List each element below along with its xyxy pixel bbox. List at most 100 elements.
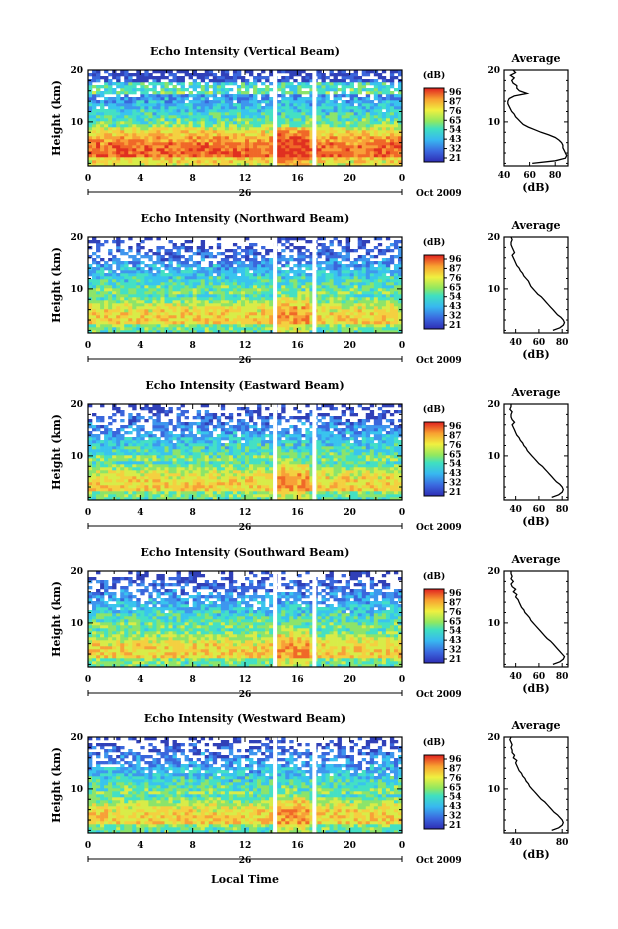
heatmap-cell [341, 109, 346, 113]
heatmap-cell [208, 494, 214, 498]
heatmap-cell [393, 115, 399, 119]
heatmap-cell [148, 488, 153, 492]
heatmap-cell [285, 273, 290, 277]
heatmap-cell [325, 246, 330, 250]
heatmap-cell [92, 76, 97, 80]
heatmap-cell [361, 315, 367, 319]
heatmap-cell [361, 148, 367, 152]
heatmap-cell [357, 112, 363, 116]
heatmap-cell [116, 142, 121, 146]
heatmap-cell [285, 109, 290, 113]
heatmap-field [88, 404, 403, 501]
heatmap-cell [281, 303, 286, 307]
heatmap-cell [285, 106, 290, 110]
heatmap-cell [168, 88, 173, 92]
heatmap-cell [176, 94, 181, 98]
heatmap-cell [160, 497, 165, 501]
heatmap-cell [285, 82, 290, 86]
heatmap-cell [128, 246, 133, 250]
heatmap-cell [136, 103, 141, 107]
heatmap-cell [148, 139, 153, 143]
heatmap-cell [132, 133, 137, 137]
heatmap-cell [265, 309, 270, 313]
heatmap-cell [116, 294, 121, 298]
heatmap-cell [321, 291, 326, 295]
heatmap-cell [301, 118, 306, 122]
heatmap-cell [128, 300, 133, 304]
heatmap-cell [200, 115, 206, 119]
heatmap-cell [96, 276, 101, 280]
heatmap-cell [184, 133, 189, 137]
heatmap-cell [289, 318, 294, 322]
heatmap-cell [245, 97, 250, 101]
heatmap-cell [325, 82, 330, 86]
heatmap-cell [200, 88, 206, 92]
heatmap-cell [321, 109, 326, 113]
heatmap-cell [385, 294, 391, 298]
heatmap-cell [160, 488, 165, 492]
heatmap-cell [152, 94, 157, 98]
heatmap-cell [281, 258, 286, 262]
heatmap-cell [357, 282, 363, 286]
heatmap-cell [309, 148, 314, 152]
heatmap-cell [285, 115, 290, 119]
heatmap-cell [289, 154, 294, 158]
heatmap-cell [168, 142, 173, 146]
heatmap-cell [345, 94, 350, 98]
heatmap-cell [140, 91, 145, 95]
heatmap-cell [216, 127, 222, 131]
heatmap-cell [293, 276, 298, 280]
heatmap-cell [228, 291, 234, 295]
heatmap-cell [232, 276, 238, 280]
heatmap-cell [112, 258, 117, 262]
heatmap-cell [184, 240, 189, 244]
heatmap-cell [112, 282, 117, 286]
heatmap-cell [240, 282, 246, 286]
heatmap-cell [397, 297, 403, 301]
heatmap-cell [156, 246, 161, 250]
heatmap-cell [385, 85, 391, 89]
heatmap-cell [132, 330, 137, 334]
heatmap-cell [293, 327, 298, 331]
heatmap-cell [212, 88, 218, 92]
heatmap-cell [128, 297, 133, 301]
heatmap-cell [176, 491, 181, 495]
heatmap-cell [224, 258, 230, 262]
heatmap-cell [317, 297, 322, 301]
heatmap-cell [100, 163, 105, 167]
heatmap-cell [196, 297, 202, 301]
heatmap-cell [373, 136, 379, 140]
heatmap-cell [301, 106, 306, 110]
heatmap-cell [192, 485, 197, 489]
heatmap-cell [377, 494, 383, 498]
heatmap-cell [377, 103, 383, 107]
heatmap-cell [180, 306, 185, 310]
heatmap-cell [216, 130, 222, 134]
heatmap-cell [128, 330, 133, 334]
heatmap-cell [373, 112, 379, 116]
heatmap-cell [188, 94, 193, 98]
heatmap-cell [301, 252, 306, 256]
heatmap-cell [192, 288, 197, 292]
heatmap-cell [249, 264, 254, 268]
heatmap-cell [337, 321, 342, 325]
heatmap-cell [204, 285, 210, 289]
heatmap-cell [345, 273, 350, 277]
heatmap-cell [204, 497, 210, 501]
heatmap-cell [216, 261, 222, 265]
heatmap-cell [389, 148, 395, 152]
heatmap-cell [377, 142, 383, 146]
heatmap-cell [289, 82, 294, 86]
heatmap-cell [321, 85, 326, 89]
heatmap-cell [144, 91, 149, 95]
heatmap-cell [325, 100, 330, 104]
heatmap-cell [333, 154, 338, 158]
heatmap-cell [309, 100, 314, 104]
heatmap-cell [277, 88, 282, 92]
heatmap-cell [100, 303, 105, 307]
heatmap-cell [136, 288, 141, 292]
heatmap-cell [305, 91, 310, 95]
colorbar-tick-label: 32 [449, 145, 462, 155]
heatmap-cell [168, 276, 173, 280]
heatmap-cell [389, 488, 395, 492]
